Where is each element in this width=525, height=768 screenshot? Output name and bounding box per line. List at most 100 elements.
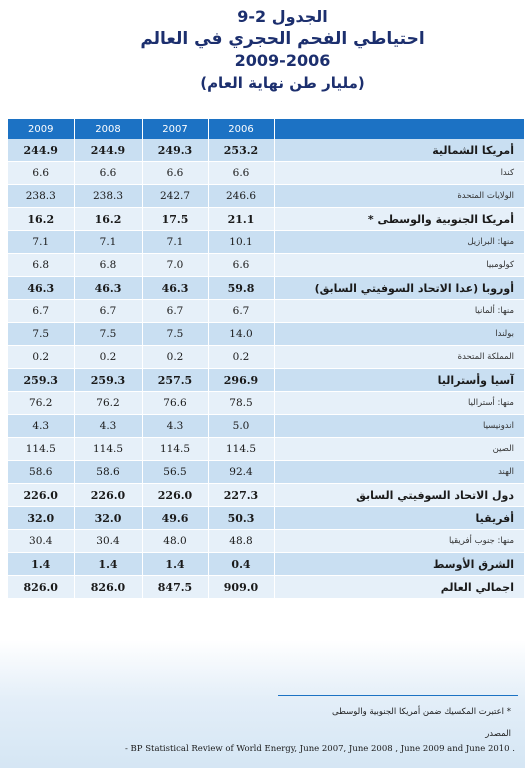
cell-value-2008: 7.1 [74, 230, 143, 254]
table-row: 238.3 238.3 242.7 246.6 الولايات المتحدة [8, 184, 524, 208]
cell-value-2009: 7.5 [8, 322, 75, 346]
cell-value-2007: 17.5 [142, 207, 209, 231]
cell-value-2008: 16.2 [74, 207, 143, 231]
cell-value-2009: 7.1 [8, 230, 75, 254]
cell-value-2009: 6.6 [8, 161, 75, 185]
row-label: بولندا [274, 322, 524, 346]
cell-value-2006: 6.6 [208, 253, 275, 277]
cell-value-2007: 6.6 [142, 161, 209, 185]
cell-value-2009: 58.6 [8, 460, 75, 484]
cell-value-2007: 7.1 [142, 230, 209, 254]
cell-value-2008: 76.2 [74, 391, 143, 415]
footnote-mexico: * اعتبرت المكسيك ضمن أمريكا الجنوبية وال… [332, 707, 511, 717]
cell-value-2006: 227.3 [208, 483, 275, 507]
row-label: أفريقيا [274, 506, 524, 530]
cell-value-2008: 259.3 [74, 368, 143, 392]
source-label: المصدر [485, 729, 511, 739]
coal-reserves-table: 2009 2008 2007 2006 244.9 244.9 249.3 253.2… [8, 119, 524, 599]
cell-value-2006: 246.6 [208, 184, 275, 208]
cell-value-2006: 5.0 [208, 414, 275, 438]
cell-value-2006: 21.1 [208, 207, 275, 231]
table-period: 2009-2006 [234, 51, 331, 70]
cell-value-2006: 10.1 [208, 230, 275, 254]
cell-value-2006: 0.2 [208, 345, 275, 369]
cell-value-2009: 76.2 [8, 391, 75, 415]
cell-value-2009: 46.3 [8, 276, 75, 300]
table-row: 1.4 1.4 1.4 0.4 الشرق الأوسط [8, 552, 524, 576]
row-label: آسيا وأستراليا [274, 368, 524, 392]
cell-value-2008: 114.5 [74, 437, 143, 461]
table-row: 32.0 32.0 49.6 50.3 أفريقيا [8, 506, 524, 530]
row-label: اندونيسيا [274, 414, 524, 438]
cell-value-2006: 6.7 [208, 299, 275, 323]
cell-value-2007: 847.5 [142, 575, 209, 599]
table-row: 4.3 4.3 4.3 5.0 اندونيسيا [8, 414, 524, 438]
row-label: الشرق الأوسط [274, 552, 524, 576]
row-label: أمريكا الجنوبية والوسطى * [274, 207, 524, 231]
cell-value-2007: 76.6 [142, 391, 209, 415]
table-row: 76.2 76.2 76.6 78.5 منها: أستراليا [8, 391, 524, 415]
cell-value-2009: 16.2 [8, 207, 75, 231]
cell-value-2008: 6.7 [74, 299, 143, 323]
cell-value-2006: 48.8 [208, 529, 275, 553]
cell-value-2009: 4.3 [8, 414, 75, 438]
table-row: 226.0 226.0 226.0 227.3 دول الاتحاد السوفيتي… [8, 483, 524, 507]
cell-value-2006: 909.0 [208, 575, 275, 599]
row-label: أوروبا (عدا الاتحاد السوفيتي السابق) [274, 276, 524, 300]
row-label: الصين [274, 437, 524, 461]
column-header-2007: 2007 [142, 119, 209, 139]
cell-value-2006: 0.4 [208, 552, 275, 576]
column-header-2006: 2006 [208, 119, 275, 139]
cell-value-2008: 1.4 [74, 552, 143, 576]
cell-value-2007: 6.7 [142, 299, 209, 323]
table-row: 46.3 46.3 46.3 59.8 أوروبا (عدا الاتحاد السو… [8, 276, 524, 300]
cell-value-2009: 6.8 [8, 253, 75, 277]
cell-value-2009: 826.0 [8, 575, 75, 599]
cell-value-2008: 244.9 [74, 139, 143, 162]
cell-value-2009: 32.0 [8, 506, 75, 530]
cell-value-2007: 249.3 [142, 139, 209, 162]
table-row: 826.0 826.0 847.5 909.0 اجمالي العالم [8, 575, 524, 599]
table-row: 114.5 114.5 114.5 114.5 الصين [8, 437, 524, 461]
cell-value-2006: 114.5 [208, 437, 275, 461]
cell-value-2009: 259.3 [8, 368, 75, 392]
cell-value-2008: 7.5 [74, 322, 143, 346]
row-label: منها: البرازيل [274, 230, 524, 254]
cell-value-2007: 242.7 [142, 184, 209, 208]
row-label: منها: ألمانيا [274, 299, 524, 323]
cell-value-2006: 6.6 [208, 161, 275, 185]
cell-value-2007: 1.4 [142, 552, 209, 576]
table-row: 6.8 6.8 7.0 6.6 كولومبيا [8, 253, 524, 277]
row-label: كولومبيا [274, 253, 524, 277]
cell-value-2008: 46.3 [74, 276, 143, 300]
cell-value-2007: 49.6 [142, 506, 209, 530]
cell-value-2009: 244.9 [8, 139, 75, 162]
cell-value-2007: 48.0 [142, 529, 209, 553]
table-row: 6.6 6.6 6.6 6.6 كندا [8, 161, 524, 185]
table-row: 6.7 6.7 6.7 6.7 منها: ألمانيا [8, 299, 524, 323]
footnote-divider [278, 695, 518, 696]
row-label: الولايات المتحدة [274, 184, 524, 208]
table-row: 244.9 244.9 249.3 253.2 أمريكا الشمالية [8, 139, 524, 162]
row-label: اجمالي العالم [274, 575, 524, 599]
cell-value-2009: 0.2 [8, 345, 75, 369]
cell-value-2006: 92.4 [208, 460, 275, 484]
cell-value-2009: 1.4 [8, 552, 75, 576]
cell-value-2009: 30.4 [8, 529, 75, 553]
cell-value-2008: 32.0 [74, 506, 143, 530]
table-row: 259.3 259.3 257.5 296.9 آسيا وأستراليا [8, 368, 524, 392]
cell-value-2006: 253.2 [208, 139, 275, 162]
table-row: 58.6 58.6 56.5 92.4 الهند [8, 460, 524, 484]
cell-value-2006: 59.8 [208, 276, 275, 300]
column-header-region [274, 119, 524, 139]
cell-value-2008: 6.6 [74, 161, 143, 185]
cell-value-2007: 226.0 [142, 483, 209, 507]
cell-value-2007: 7.5 [142, 322, 209, 346]
cell-value-2006: 50.3 [208, 506, 275, 530]
cell-value-2008: 238.3 [74, 184, 143, 208]
row-label: أمريكا الشمالية [274, 139, 524, 162]
cell-value-2008: 58.6 [74, 460, 143, 484]
column-header-2008: 2008 [74, 119, 143, 139]
header-row: 2009 2008 2007 2006 [8, 119, 524, 139]
cell-value-2008: 226.0 [74, 483, 143, 507]
